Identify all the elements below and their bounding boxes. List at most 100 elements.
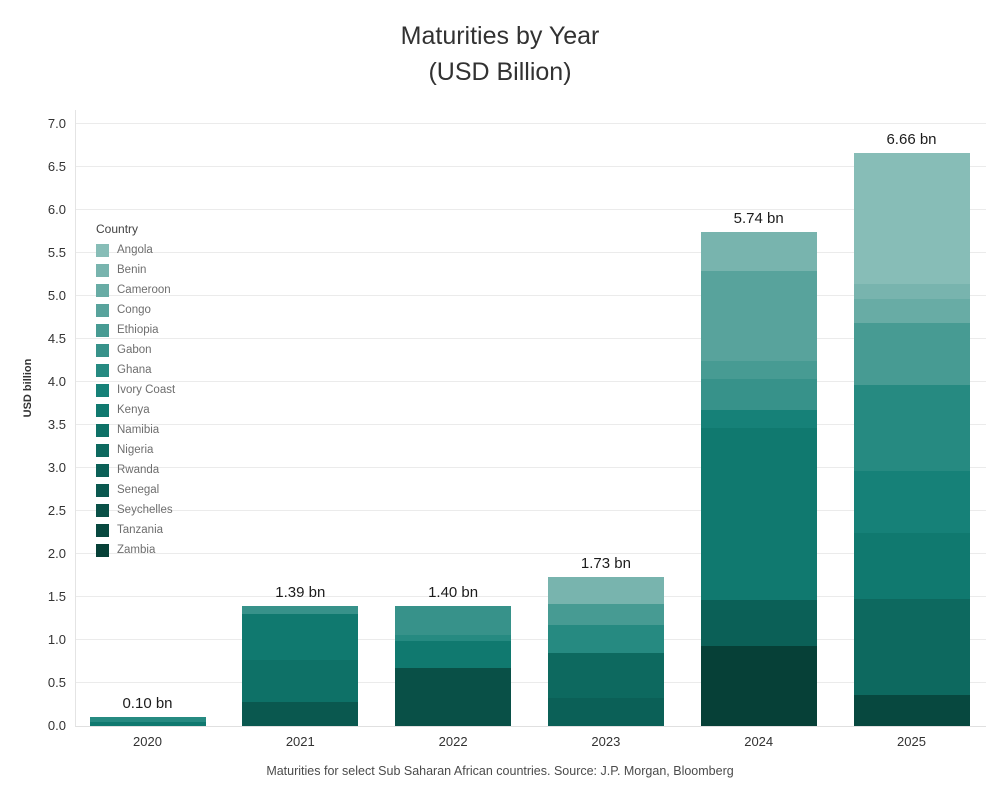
y-tick-label: 1.5 xyxy=(47,589,66,604)
bar-segment-rwanda[interactable] xyxy=(547,698,664,726)
legend-item-congo[interactable]: Congo xyxy=(96,300,175,320)
bar-segment-senegal[interactable] xyxy=(242,701,359,726)
legend-item-ghana[interactable]: Ghana xyxy=(96,360,175,380)
gridline xyxy=(76,596,986,597)
bar-segment-seychelles[interactable] xyxy=(395,668,512,726)
x-axis-label-2022: 2022 xyxy=(438,734,468,749)
bar-total-label: 0.10 bn xyxy=(122,695,173,713)
gridline xyxy=(76,424,986,425)
legend-swatch-icon xyxy=(96,263,109,277)
bar-segment-ethiopia[interactable] xyxy=(700,360,817,379)
bar-segment-kenya[interactable] xyxy=(395,640,512,669)
y-tick-label: 0.5 xyxy=(47,675,66,690)
legend-item-label: Gabon xyxy=(117,344,152,356)
bar-segment-ethiopia[interactable] xyxy=(547,603,664,626)
legend-swatch-icon xyxy=(96,363,109,377)
gridline xyxy=(76,682,986,683)
legend-item-label: Senegal xyxy=(117,484,160,496)
legend-item-label: Ivory Coast xyxy=(117,384,176,396)
bar-segment-ivory-coast[interactable] xyxy=(700,409,817,428)
legend-swatch-icon xyxy=(96,343,109,357)
gridline xyxy=(76,123,986,124)
bar-segment-gabon[interactable] xyxy=(242,606,359,615)
legend-item-zambia[interactable]: Zambia xyxy=(96,540,175,560)
legend-item-label: Seychelles xyxy=(117,504,173,516)
bar-segment-ghana[interactable] xyxy=(547,625,664,653)
bar-segment-ethiopia[interactable] xyxy=(853,322,970,385)
legend-swatch-icon xyxy=(96,483,109,497)
bar-segment-namibia[interactable] xyxy=(242,659,359,702)
y-tick-label: 6.0 xyxy=(47,202,66,217)
bar-segment-kenya[interactable] xyxy=(853,533,970,599)
x-axis-label-2023: 2023 xyxy=(591,734,621,749)
x-axis-label-2021: 2021 xyxy=(285,734,315,749)
bar-segment-rwanda[interactable] xyxy=(700,600,817,646)
bar-segment-kenya[interactable] xyxy=(89,721,206,726)
bar-segment-ivory-coast[interactable] xyxy=(853,471,970,534)
gridline xyxy=(76,553,986,554)
legend-item-senegal[interactable]: Senegal xyxy=(96,480,175,500)
legend-item-rwanda[interactable]: Rwanda xyxy=(96,460,175,480)
chart-title-line2: (USD Billion) xyxy=(428,58,572,86)
bar-total-label: 1.40 bn xyxy=(428,583,479,601)
bar-segment-nigeria[interactable] xyxy=(547,652,664,699)
gridline xyxy=(76,209,986,210)
bar-total-label: 1.39 bn xyxy=(275,584,326,602)
legend-item-namibia[interactable]: Namibia xyxy=(96,420,175,440)
legend-swatch-icon xyxy=(96,463,109,477)
legend-swatch-icon xyxy=(96,383,109,397)
legend-item-label: Congo xyxy=(117,304,151,316)
bar-segment-nigeria[interactable] xyxy=(853,598,970,695)
bar-segment-benin[interactable] xyxy=(853,283,970,300)
y-tick-label: 2.0 xyxy=(47,546,66,561)
bar-segment-gabon[interactable] xyxy=(700,378,817,410)
bar-segment-ghana[interactable] xyxy=(89,717,206,722)
bar-segment-angola[interactable] xyxy=(853,153,970,284)
legend-item-label: Zambia xyxy=(117,544,156,556)
legend-item-tanzania[interactable]: Tanzania xyxy=(96,520,175,540)
y-tick-label: 6.5 xyxy=(47,159,66,174)
x-axis-label-2020: 2020 xyxy=(133,734,162,749)
plot-area: Country Angola Benin Cameroon Congo Ethiopia… xyxy=(75,110,986,749)
gridline xyxy=(76,252,986,253)
legend-swatch-icon xyxy=(96,503,109,517)
bar-2022: 1.40 bn 2022 xyxy=(395,584,512,749)
bar-segment-cameroon[interactable] xyxy=(853,299,970,323)
gridline xyxy=(76,639,986,640)
legend-item-seychelles[interactable]: Seychelles xyxy=(96,500,175,520)
legend-item-nigeria[interactable]: Nigeria xyxy=(96,440,175,460)
bar-segment-ghana[interactable] xyxy=(395,634,512,641)
y-tick-label: 0.0 xyxy=(47,718,66,733)
legend-item-angola[interactable]: Angola xyxy=(96,240,175,260)
bar-segment-kenya[interactable] xyxy=(700,427,817,601)
legend-item-benin[interactable]: Benin xyxy=(96,260,175,280)
legend-item-gabon[interactable]: Gabon xyxy=(96,340,175,360)
legend-item-label: Angola xyxy=(117,244,153,256)
bar-segment-benin[interactable] xyxy=(700,232,817,272)
bar-segment-tanzania[interactable] xyxy=(853,695,970,726)
bar-segment-kenya[interactable] xyxy=(242,614,359,660)
legend-item-ethiopia[interactable]: Ethiopia xyxy=(96,320,175,340)
y-tick-label: 5.0 xyxy=(47,288,66,303)
bar-segment-ghana[interactable] xyxy=(853,384,970,472)
legend-item-label: Tanzania xyxy=(117,524,164,536)
bar-segment-benin[interactable] xyxy=(547,577,664,604)
legend-item-kenya[interactable]: Kenya xyxy=(96,400,175,420)
gridline xyxy=(76,338,986,339)
bar-segment-zambia[interactable] xyxy=(700,645,817,726)
y-tick-label: 4.0 xyxy=(47,374,66,389)
gridline xyxy=(76,510,986,511)
bar-segment-congo[interactable] xyxy=(700,271,817,361)
legend: Country Angola Benin Cameroon Congo Ethiopia… xyxy=(96,222,175,560)
bar-2021: 1.39 bn 2021 xyxy=(242,584,359,749)
legend-swatch-icon xyxy=(96,283,109,297)
y-tick-label: 5.5 xyxy=(47,245,66,260)
legend-item-ivory-coast[interactable]: Ivory Coast xyxy=(96,380,175,400)
y-tick-label: 7.0 xyxy=(47,116,66,131)
legend-swatch-icon xyxy=(96,423,109,437)
legend-item-cameroon[interactable]: Cameroon xyxy=(96,280,175,300)
bar-segment-gabon[interactable] xyxy=(395,605,512,635)
legend-title: Country xyxy=(96,222,139,236)
chart-title: Maturities by Year (USD Billion) xyxy=(0,18,1000,90)
